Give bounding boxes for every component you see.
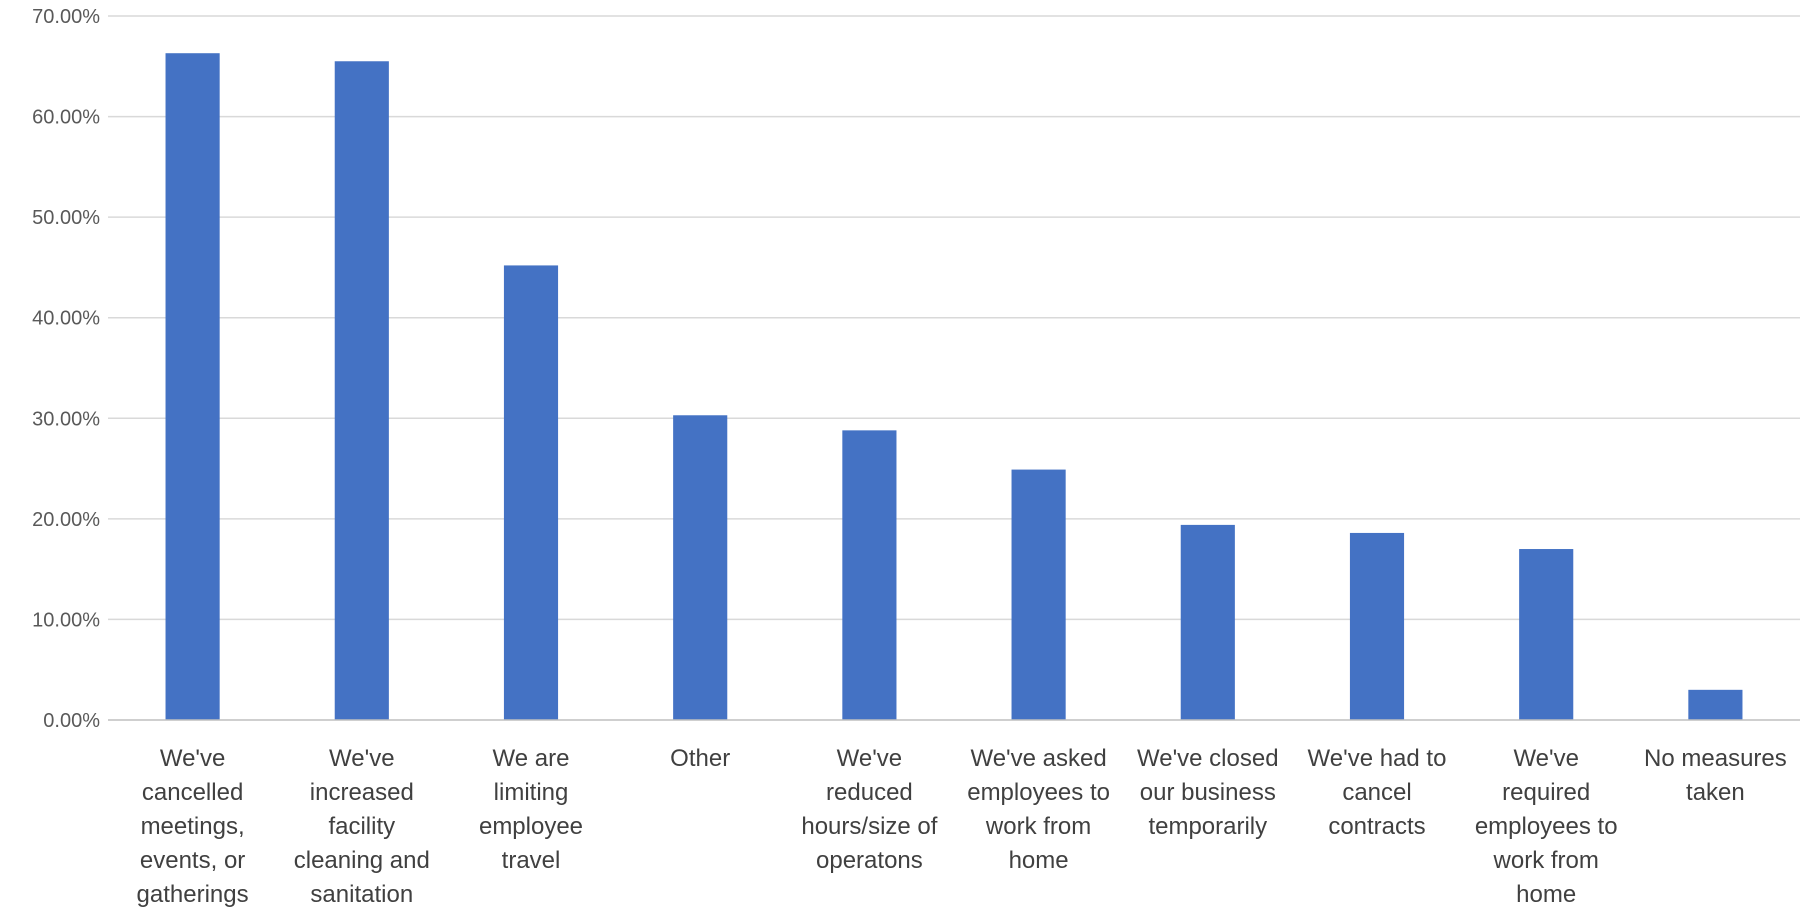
- category-label: We've required employees to work from home: [1475, 745, 1618, 907]
- bar: [1688, 689, 1743, 720]
- category-label-line: sanitation: [310, 881, 413, 907]
- y-tick-label: 40.00%: [32, 308, 100, 330]
- category-label-line: We've: [837, 745, 903, 772]
- category-label-line: temporarily: [1148, 813, 1267, 840]
- category-label-line: reduced: [826, 779, 913, 806]
- y-tick-label: 60.00%: [32, 107, 100, 129]
- category-label-line: limiting: [494, 779, 569, 806]
- category-label-line: We've: [1513, 745, 1579, 772]
- category-label-line: events, or: [140, 847, 245, 874]
- category-label-line: employee: [479, 813, 583, 840]
- category-label: We've cancelled meetings, events, or gatheri…: [137, 745, 249, 907]
- gridlines: [108, 15, 1800, 621]
- category-label-line: employees to: [967, 779, 1110, 806]
- category-label-line: employees to: [1475, 813, 1618, 840]
- category-label-line: cancelled: [142, 779, 243, 806]
- bar: [165, 53, 220, 721]
- category-label-line: travel: [502, 847, 561, 874]
- category-label: Other: [670, 745, 730, 772]
- bars: [165, 53, 1743, 721]
- y-tick-label: 0.00%: [43, 710, 100, 732]
- category-label-line: meetings,: [141, 813, 245, 840]
- category-label-line: We've closed: [1137, 745, 1279, 772]
- category-label-line: facility: [328, 813, 395, 840]
- bar: [673, 415, 728, 720]
- category-label: We've asked employees to work from home: [967, 745, 1110, 874]
- category-label-line: required: [1502, 779, 1590, 806]
- category-label-line: We've had to: [1308, 745, 1447, 772]
- y-tick-label: 20.00%: [32, 509, 100, 531]
- category-label-line: We've: [329, 745, 395, 772]
- category-label-line: No measures: [1644, 745, 1787, 772]
- bar: [842, 430, 897, 720]
- category-label-line: taken: [1686, 779, 1745, 806]
- category-label-line: contracts: [1328, 813, 1425, 840]
- y-tick-label: 10.00%: [32, 609, 100, 631]
- category-label-line: operatons: [816, 847, 923, 874]
- category-label: We've closed our business temporarily: [1137, 745, 1279, 840]
- category-label-line: work from: [985, 813, 1091, 840]
- category-label-line: work from: [1493, 847, 1599, 874]
- category-label-line: home: [1009, 847, 1069, 874]
- bar: [503, 265, 559, 720]
- category-label-line: cancel: [1342, 779, 1411, 806]
- category-label: We've had to cancel contracts: [1308, 745, 1447, 840]
- category-label-line: hours/size of: [801, 813, 937, 840]
- bar: [1011, 469, 1066, 720]
- category-label: We are limiting employee travel: [479, 745, 583, 874]
- category-label: We've increased facility cleaning and sanita…: [294, 745, 430, 907]
- bar: [1349, 532, 1405, 720]
- category-label-line: home: [1516, 881, 1576, 907]
- x-axis-category-labels: We've cancelled meetings, events, or gatheri…: [137, 745, 1787, 907]
- y-tick-label: 30.00%: [32, 408, 100, 430]
- category-label: No measures taken: [1644, 745, 1787, 806]
- category-label-line: increased: [310, 779, 414, 806]
- category-label-line: gatherings: [137, 881, 249, 907]
- y-tick-label: 50.00%: [32, 207, 100, 229]
- category-label-line: We are: [493, 745, 570, 772]
- category-label-line: our business: [1140, 779, 1276, 806]
- category-label-line: Other: [670, 745, 730, 772]
- category-label-line: We've: [160, 745, 226, 772]
- bar: [334, 61, 389, 720]
- bar: [1180, 524, 1235, 720]
- y-tick-label: 70.00%: [32, 6, 100, 28]
- category-label: We've reduced hours/size of operatons: [801, 745, 937, 874]
- y-axis-tick-labels: 0.00% 10.00% 20.00% 30.00% 40.00% 50.00% 60.00…: [32, 6, 100, 732]
- category-label-line: We've asked: [970, 745, 1106, 772]
- bar: [1519, 549, 1574, 720]
- category-label-line: cleaning and: [294, 847, 430, 874]
